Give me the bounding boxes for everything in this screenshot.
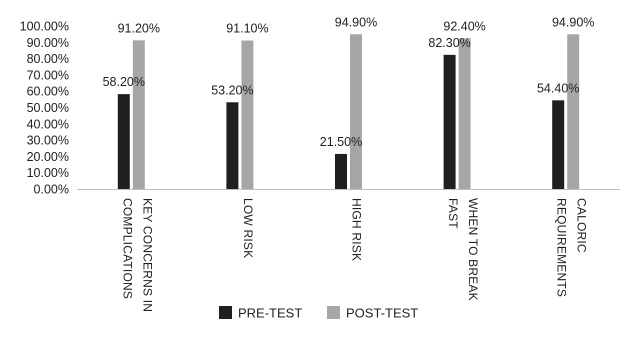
y-tick-label: 70.00% <box>27 68 69 82</box>
data-labels-group: 58.20% 53.20% 21.50% 82.30% 54.40% 91.20% 91.1… <box>103 15 595 149</box>
bar-pre-test <box>117 94 130 189</box>
legend-swatch-pre-test <box>219 306 232 319</box>
category-label: KEY CONCERNS IN <box>140 198 154 312</box>
data-label: 54.40% <box>537 81 579 95</box>
legend: PRE-TEST POST-TEST <box>219 306 418 321</box>
bar-pre-test <box>226 102 239 189</box>
bar-pre-test <box>335 153 347 189</box>
data-label: 94.90% <box>552 15 594 29</box>
bar-post-test <box>458 38 471 189</box>
legend-swatch-post-test <box>327 306 340 319</box>
bar-post-test <box>567 34 580 189</box>
bar-post-test <box>350 34 362 189</box>
data-label: 58.20% <box>103 75 145 89</box>
y-axis: 0.00% 10.00% 20.00% 30.00% 40.00% 50.00% 60.00… <box>20 20 69 197</box>
category-label: CALORIC <box>575 198 589 253</box>
y-tick-label: 60.00% <box>27 85 69 99</box>
category-labels-group: KEY CONCERNS IN COMPLICATIONS LOW RISK HIGH… <box>120 198 588 312</box>
y-tick-label: 30.00% <box>27 134 69 148</box>
y-tick-label: 10.00% <box>27 166 69 180</box>
category-label: REQUIREMENTS <box>555 198 569 297</box>
legend-label: PRE-TEST <box>238 306 302 321</box>
y-tick-label: 100.00% <box>20 20 69 34</box>
y-tick-label: 90.00% <box>27 36 69 50</box>
category-label: WHEN TO BREAK <box>466 198 480 301</box>
y-tick-label: 80.00% <box>27 52 69 66</box>
data-label: 92.40% <box>443 19 485 33</box>
category-label: FAST <box>446 198 460 229</box>
data-label: 91.20% <box>118 21 160 35</box>
bar-pre-test <box>443 54 456 190</box>
y-tick-label: 50.00% <box>27 101 69 115</box>
bars-group <box>117 34 580 190</box>
bar-post-test <box>132 40 145 190</box>
data-label: 94.90% <box>335 15 377 29</box>
y-tick-label: 0.00% <box>34 183 69 197</box>
category-label: LOW RISK <box>241 198 255 258</box>
category-label: COMPLICATIONS <box>120 198 134 299</box>
bar-post-test <box>241 40 254 189</box>
legend-label: POST-TEST <box>346 306 418 321</box>
data-label: 82.30% <box>428 36 470 50</box>
y-tick-label: 40.00% <box>27 117 69 131</box>
data-label: 91.10% <box>226 22 268 36</box>
category-label: HIGH RISK <box>350 198 364 261</box>
y-tick-label: 20.00% <box>27 150 69 164</box>
bar-pre-test <box>552 100 565 189</box>
data-label: 21.50% <box>320 135 362 149</box>
data-label: 53.20% <box>211 83 253 97</box>
